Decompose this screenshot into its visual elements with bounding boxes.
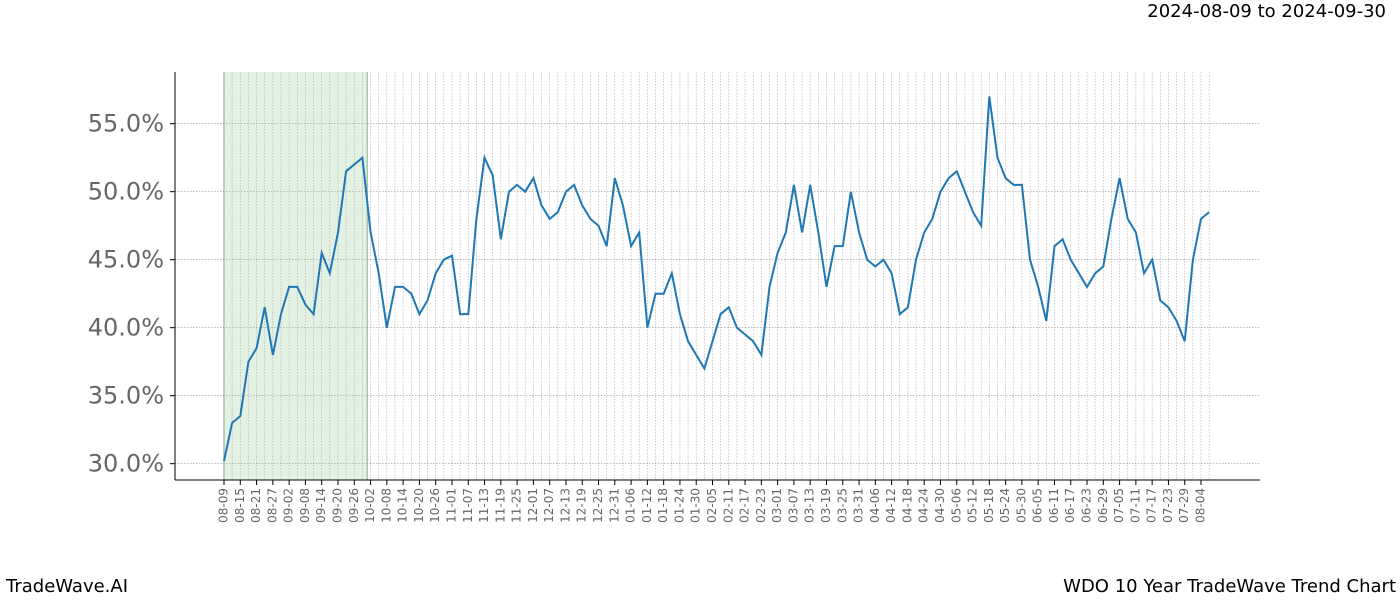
y-tick-label: 50.0% [88,178,164,206]
x-tick-label: 01-30 [689,488,703,523]
y-tick-label: 55.0% [88,110,164,138]
y-tick-label: 30.0% [88,450,164,478]
x-tick-label: 07-29 [1177,488,1191,523]
highlight-band [224,72,368,480]
x-tick-label: 11-19 [493,488,507,523]
x-tick-label: 08-27 [265,488,279,523]
x-tick-label: 06-23 [1080,488,1094,523]
x-tick-label: 12-13 [558,488,572,523]
x-tick-label: 03-01 [770,488,784,523]
x-tick-label: 02-05 [705,488,719,523]
x-tick-label: 11-13 [477,488,491,523]
x-tick-label: 06-17 [1063,488,1077,523]
x-tick-label: 06-11 [1047,488,1061,523]
series-line [223,96,1210,462]
x-tick-label: 08-21 [249,488,263,523]
x-tick-label: 04-12 [884,488,898,523]
x-tick-label: 09-02 [282,488,296,523]
x-tick-label: 02-23 [754,488,768,523]
x-tick-label: 06-29 [1096,488,1110,523]
x-tick-label: 05-06 [949,488,963,523]
x-tick-label: 05-18 [982,488,996,523]
x-tick-label: 02-11 [721,488,735,523]
x-tick-label: 02-17 [738,488,752,523]
x-tick-label: 10-08 [379,488,393,523]
x-tick-label: 12-25 [591,488,605,523]
x-tick-label: 12-01 [526,488,540,523]
x-tick-label: 12-19 [575,488,589,523]
x-tick-label: 03-13 [803,488,817,523]
x-tick-label: 10-20 [412,488,426,523]
x-tick-label: 01-24 [672,488,686,523]
x-tick-label: 03-31 [852,488,866,523]
chart-subtitle: 2024-08-09 to 2024-09-30 [1147,1,1386,22]
y-tick-label: 45.0% [88,246,164,274]
x-tick-label: 01-18 [656,488,670,523]
x-tick-label: 04-24 [917,488,931,523]
x-tick-label: 01-06 [624,488,638,523]
x-tick-label: 11-25 [510,488,524,523]
x-tick-label: 05-12 [966,488,980,523]
x-tick-label: 03-19 [819,488,833,523]
brand: TradeWave.AI [5,576,128,597]
x-tick-label: 05-24 [998,488,1012,523]
x-tick-label: 08-09 [217,488,231,523]
x-tick-label: 04-06 [868,488,882,523]
x-tick-label: 05-30 [1014,488,1028,523]
x-tick-label: 12-07 [542,488,556,523]
x-tick-label: 10-02 [363,488,377,523]
x-tick-label: 08-15 [233,488,247,523]
x-tick-label: 04-30 [933,488,947,523]
x-tick-label: 07-05 [1112,488,1126,523]
x-tick-label: 08-04 [1194,488,1208,523]
x-tick-label: 10-26 [428,488,442,523]
x-tick-label: 09-26 [347,488,361,523]
chart-title: WDO 10 Year TradeWave Trend Chart [1063,576,1396,597]
x-tick-label: 11-07 [461,488,475,523]
x-tick-label: 03-25 [835,488,849,523]
x-tick-label: 06-05 [1031,488,1045,523]
x-tick-label: 01-12 [640,488,654,523]
x-tick-label: 09-08 [298,488,312,523]
x-tick-label: 09-20 [330,488,344,523]
x-tick-label: 04-18 [900,488,914,523]
x-tick-label: 07-23 [1161,488,1175,523]
x-tick-label: 10-14 [396,488,410,523]
y-tick-label: 40.0% [88,314,164,342]
x-tick-label: 07-11 [1128,488,1142,523]
x-tick-label: 03-07 [786,488,800,523]
x-tick-label: 09-14 [314,488,328,523]
y-tick-label: 35.0% [88,382,164,410]
x-tick-label: 12-31 [607,488,621,523]
x-tick-label: 07-17 [1145,488,1159,523]
x-tick-label: 11-01 [444,488,458,523]
